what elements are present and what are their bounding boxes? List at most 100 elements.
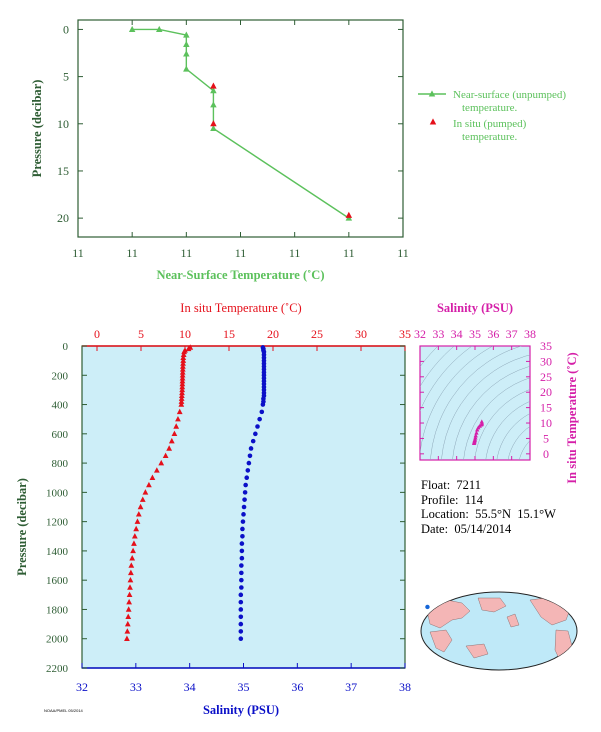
profile-chart: 0200400600800100012001400160018002000220… [15,301,411,717]
salinity-point [242,490,248,495]
ts-salinity-tick-label: 35 [469,327,481,341]
temp-tick-label: 15 [223,327,235,341]
temperature-point [125,606,132,612]
temperature-point [179,369,186,375]
pressure-tick-label: 200 [52,370,69,382]
pressure-axis-title: Pressure (decibar) [15,478,29,576]
salinity-point [250,438,256,444]
y-tick-label: 10 [57,117,69,131]
ts-temp-tick-label: 25 [540,370,552,384]
y-tick-label: 15 [57,164,69,178]
temperature-point [158,459,165,466]
ts-salinity-tick-label: 33 [432,327,444,341]
temperature-point [178,401,185,407]
salinity-tick-label: 35 [238,680,250,694]
temp-tick-label: 25 [311,327,323,341]
temperature-point [179,383,186,390]
plot-frame [77,19,404,238]
unpumped-temperature-marker [210,124,217,132]
temp-tick-label: 30 [355,327,367,341]
salinity-point [239,577,244,583]
ts-temp-title: In situ Temperature (˚C) [565,352,579,483]
x-tick-label: 11 [72,246,84,260]
pumped-temperature-marker [210,82,217,89]
temperature-point [179,375,186,381]
ts-salinity-tick-label: 36 [487,327,499,341]
salinity-axis-title: Salinity (PSU) [203,703,279,717]
pressure-tick-label: 1400 [46,546,69,558]
salinity-point [259,409,265,415]
temperature-point [124,620,131,627]
salinity-point [245,468,251,473]
salinity-tick-label: 36 [291,680,303,694]
pressure-tick-label: 2200 [46,663,69,675]
salinity-point [244,475,250,481]
temperature-point [173,423,180,429]
temperature-point [127,584,133,590]
temperature-point [179,380,186,387]
salinity-point [241,512,246,517]
temperature-point [185,345,192,352]
temperature-point [139,496,146,502]
temperature-point [146,481,152,488]
salinity-point [238,621,244,627]
profile-number: Profile: 114 [421,492,484,507]
pressure-tick-label: 2000 [46,634,69,646]
x-tick-label: 11 [126,246,138,260]
pressure-tick-label: 1800 [46,604,69,616]
date-text: Date: 05/14/2014 [421,521,512,536]
unpumped-temperature-marker [210,101,217,108]
salinity-tick-label: 34 [184,680,196,694]
temperature-point [176,408,183,415]
unpumped-temperature-marker [183,40,190,48]
pressure-tick-label: 600 [52,429,69,441]
temperature-point [134,518,141,524]
ts-temp-tick-label: 15 [540,401,552,415]
salinity-point [253,431,258,437]
temperature-point [135,511,142,517]
temperature-point [181,348,187,355]
temperature-point [137,503,144,510]
landmass [477,597,507,613]
x-tick-label: 11 [343,246,355,260]
ts-temp-tick-label: 30 [540,354,552,368]
salinity-point [255,424,260,429]
pressure-tick-label: 1200 [46,517,69,529]
ts-temp-tick-label: 20 [540,385,552,399]
temperature-point [178,392,185,399]
temperature-point [171,430,178,437]
ts-salinity-tick-label: 34 [451,327,463,341]
footer-credit: NOAA/PMEL 05/2014 [44,708,83,713]
ts-point [473,435,478,440]
salinity-point [239,548,245,554]
unpumped-temperature-marker [210,87,217,94]
salinity-point [239,541,245,546]
ts-temp-tick-label: 5 [543,431,549,445]
x-tick-label: 11 [397,246,409,260]
location-text: Location: 55.5°N 15.1°W [421,507,556,521]
pumped-temperature-marker [210,120,217,127]
pressure-tick-label: 1000 [46,487,69,499]
x-tick-label: 11 [289,246,301,260]
temp-axis-title: In situ Temperature (˚C) [180,301,301,315]
salinity-point [240,526,245,532]
salinity-point [257,416,262,422]
temperature-point [149,474,156,480]
legend-label-pumped: In situ (pumped) [453,118,527,130]
temp-tick-label: 10 [179,327,191,341]
temperature-point [178,398,185,404]
temperature-point [129,555,136,561]
ts-salinity-title: Salinity (PSU) [437,301,513,315]
temperature-point [180,354,187,360]
salinity-point [238,607,244,612]
legend-marker-pumped [429,118,437,125]
ts-salinity-tick-label: 38 [524,327,536,341]
legend-label-unpumped: Near-surface (unpumped) [453,89,566,101]
legend-label-unpumped-2: temperature. [462,102,518,114]
temperature-point [124,635,130,641]
ts-salinity-tick-label: 37 [506,327,518,341]
legend-marker-unpumped [428,90,436,97]
float-location-marker [425,604,430,610]
landmass [506,613,520,628]
